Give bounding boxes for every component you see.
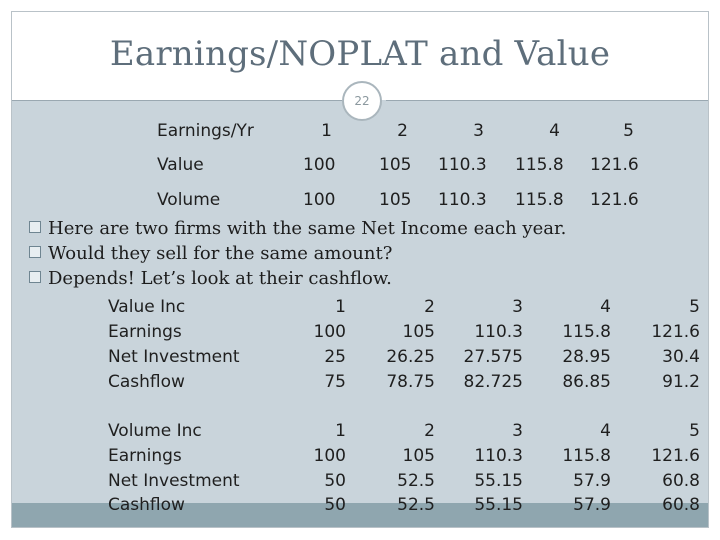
bullet-item: Here are two firms with the same Net Inc… (29, 218, 566, 239)
bullet-text: Depends! Let’s look at their cashflow. (48, 268, 392, 289)
value-table-cell: 30.4 (662, 347, 700, 367)
value-table-cell: 26.25 (386, 347, 435, 367)
value-table-cell: 86.85 (562, 372, 611, 392)
value-table-cell: 75 (324, 372, 346, 392)
volume-table-row-label: Cashflow (108, 495, 185, 515)
volume-table-cell: 60.8 (662, 495, 700, 515)
volume-table-cell: 4 (600, 421, 611, 441)
title-divider-right (386, 100, 708, 101)
top-table-cell: 105 (379, 155, 412, 175)
top-table-header-year: 4 (549, 121, 560, 141)
bullet-text: Here are two firms with the same Net Inc… (48, 218, 567, 239)
value-table-cell: 3 (512, 297, 523, 317)
square-bullet-icon (29, 271, 41, 283)
value-table-cell: 100 (313, 322, 346, 342)
top-table-cell: 121.6 (590, 155, 639, 175)
top-table-cell: 121.6 (590, 190, 639, 210)
volume-table-cell: 55.15 (474, 495, 523, 515)
top-table-header-year: 2 (397, 121, 408, 141)
value-table-cell: 115.8 (562, 322, 611, 342)
volume-table-cell: 57.9 (573, 471, 611, 491)
volume-table-cell: 50 (324, 471, 346, 491)
volume-table-cell: 57.9 (573, 495, 611, 515)
top-table-cell: 105 (379, 190, 412, 210)
bullet-text: Would they sell for the same amount? (48, 243, 393, 264)
value-table-cell: 110.3 (474, 322, 523, 342)
volume-table-cell: 105 (402, 446, 435, 466)
value-table-row-label: Earnings (108, 322, 182, 342)
top-table-header-year: 5 (623, 121, 634, 141)
top-table-cell: 100 (303, 155, 336, 175)
top-table-cell: 115.8 (515, 190, 564, 210)
value-table-cell: 91.2 (662, 372, 700, 392)
value-table-cell: 78.75 (386, 372, 435, 392)
top-table-cell: 100 (303, 190, 336, 210)
top-table-header-year: 1 (321, 121, 332, 141)
value-table-cell: 5 (689, 297, 700, 317)
bullet-item: Depends! Let’s look at their cashflow. (29, 268, 392, 289)
value-table-row-label: Net Investment (108, 347, 240, 367)
value-table-cell: 121.6 (651, 322, 700, 342)
value-table-row-label: Cashflow (108, 372, 185, 392)
top-table-cell: 110.3 (438, 190, 487, 210)
volume-table-cell: 5 (689, 421, 700, 441)
content-area (12, 100, 708, 503)
top-table-header-label: Earnings/Yr (157, 121, 254, 141)
title-divider-left (12, 100, 342, 101)
value-table-cell: 4 (600, 297, 611, 317)
top-table-cell: 115.8 (515, 155, 564, 175)
value-table-cell: 82.725 (463, 372, 523, 392)
square-bullet-icon (29, 246, 41, 258)
volume-table-cell: 52.5 (397, 495, 435, 515)
volume-table-cell: 110.3 (474, 446, 523, 466)
volume-table-cell: 50 (324, 495, 346, 515)
value-table-row-label: Value Inc (108, 297, 186, 317)
volume-table-cell: 60.8 (662, 471, 700, 491)
top-table-row-label: Value (157, 155, 204, 175)
volume-table-cell: 100 (313, 446, 346, 466)
value-table-cell: 2 (424, 297, 435, 317)
volume-table-cell: 52.5 (397, 471, 435, 491)
value-table-cell: 25 (324, 347, 346, 367)
volume-table-cell: 2 (424, 421, 435, 441)
slide-title: Earnings/NOPLAT and Value (109, 34, 611, 74)
volume-table-cell: 115.8 (562, 446, 611, 466)
value-table-cell: 28.95 (562, 347, 611, 367)
square-bullet-icon (29, 221, 41, 233)
volume-table-row-label: Net Investment (108, 471, 240, 491)
bullet-item: Would they sell for the same amount? (29, 243, 392, 264)
top-table-row-label: Volume (157, 190, 221, 210)
top-table-cell: 110.3 (438, 155, 487, 175)
value-table-cell: 27.575 (463, 347, 523, 367)
bottom-bar (12, 503, 708, 527)
volume-table-cell: 55.15 (474, 471, 523, 491)
volume-table-row-label: Earnings (108, 446, 182, 466)
volume-table-row-label: Volume Inc (108, 421, 202, 441)
value-table-cell: 1 (335, 297, 346, 317)
slide-number: 22 (342, 81, 382, 121)
value-table-cell: 105 (402, 322, 435, 342)
volume-table-cell: 1 (335, 421, 346, 441)
top-table-header-year: 3 (473, 121, 484, 141)
volume-table-cell: 121.6 (651, 446, 700, 466)
volume-table-cell: 3 (512, 421, 523, 441)
